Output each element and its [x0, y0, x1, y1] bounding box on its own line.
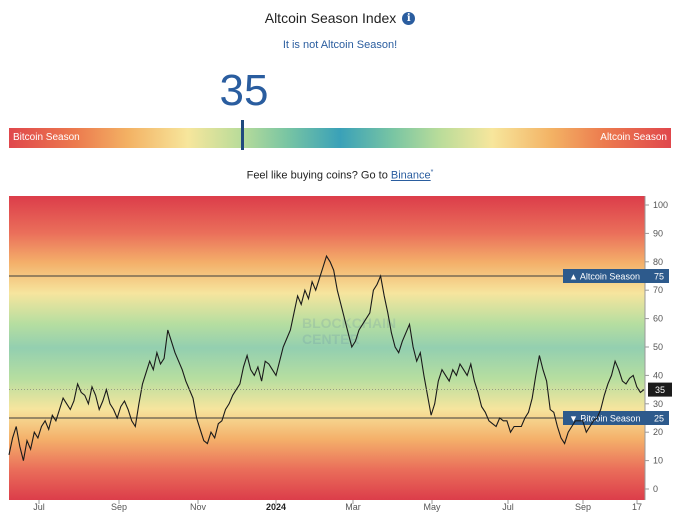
y-tick-label: 80 [653, 257, 663, 267]
reference-lines: ▲ Altcoin Season 75 ▼ Bitcoin Season 25 [9, 269, 669, 425]
page-title: Altcoin Season Index [264, 10, 397, 26]
x-tick-label: Jul [502, 502, 514, 512]
x-tick-label: 17 [632, 502, 642, 512]
x-tick-label: Sep [575, 502, 591, 512]
y-tick-label: 90 [653, 228, 663, 238]
x-tick-label: Nov [190, 502, 207, 512]
index-value: 35 [219, 66, 269, 115]
y-tick-label: 10 [653, 456, 663, 466]
title-row: Altcoin Season Index i [0, 8, 680, 28]
current-value-label: 35 [655, 385, 665, 395]
meter-label-bitcoin: Bitcoin Season [13, 132, 80, 143]
promo-line: Feel like buying coins? Go to Binance* [0, 169, 680, 182]
chart-plot-area [9, 196, 645, 500]
reference-tag-value: 75 [654, 272, 664, 282]
status-text: It is not Altcoin Season! [282, 39, 398, 51]
season-meter: Bitcoin Season Altcoin Season [9, 120, 671, 150]
y-tick-label: 0 [653, 484, 658, 494]
x-tick-label: 2024 [266, 502, 286, 512]
promo-text: Feel like buying coins? Go to [246, 169, 391, 182]
series-line [8, 254, 645, 461]
reference-tag: ▲ Altcoin Season 75 [563, 269, 669, 283]
y-tick-label: 20 [653, 427, 663, 437]
y-tick-label: 30 [653, 399, 663, 409]
current-value-tag: 35 [9, 382, 672, 397]
meter-label-altcoin: Altcoin Season [600, 132, 667, 143]
promo-footnote-mark: * [430, 169, 434, 176]
binance-link[interactable]: Binance [390, 169, 431, 182]
meter-marker [241, 120, 244, 150]
y-tick-label: 40 [653, 370, 663, 380]
reference-tag-label: ▲ Altcoin Season [569, 272, 640, 282]
reference-tag-bg [563, 411, 669, 425]
y-axis-ticks: 0 10 20 30 40 50 60 70 80 90 100 [645, 200, 668, 494]
x-tick-label: Sep [111, 502, 127, 512]
watermark-line1: BLOCKCHAIN [302, 315, 396, 331]
reference-tag-value: 25 [654, 414, 664, 424]
x-axis-ticks: Jul Sep Nov 2024 Mar May Jul Sep 17 [33, 500, 642, 512]
reference-tag-bg [563, 269, 669, 283]
y-tick-label: 70 [653, 285, 663, 295]
y-tick-label: 60 [653, 314, 663, 324]
info-icon[interactable]: i [402, 11, 416, 25]
reference-tag-label: ▼ Bitcoin Season [569, 414, 640, 424]
x-tick-label: Jul [33, 502, 45, 512]
reference-tag: ▼ Bitcoin Season 25 [563, 411, 669, 425]
x-tick-label: May [423, 502, 441, 512]
x-tick-label: Mar [345, 502, 361, 512]
y-tick-label: 100 [653, 200, 668, 210]
watermark-line2: CENTER [302, 331, 360, 347]
current-value-bg [648, 382, 672, 397]
y-tick-label: 50 [653, 342, 663, 352]
altcoin-index-chart: 0 10 20 30 40 50 60 70 80 90 100 Jul Sep Nov 2024 Mar M… [8, 196, 672, 512]
